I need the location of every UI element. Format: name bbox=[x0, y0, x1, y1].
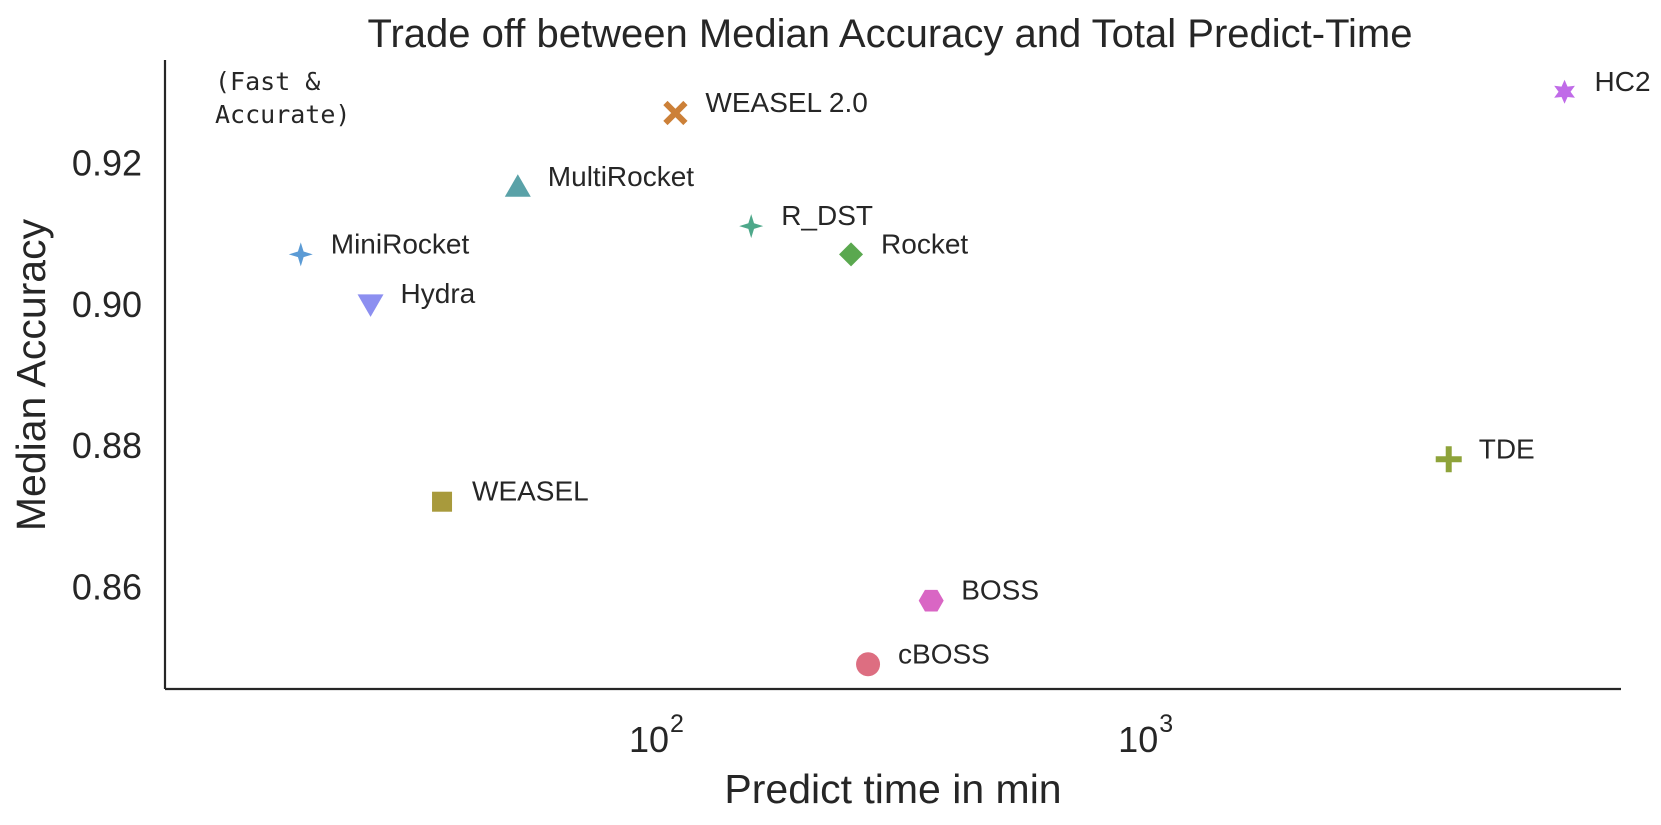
y-tick-label: 0.88 bbox=[72, 425, 142, 466]
y-tick-label: 0.90 bbox=[72, 284, 142, 325]
point-label: HC2 bbox=[1595, 66, 1651, 97]
diamond-marker bbox=[839, 242, 864, 267]
x-tick-base: 10 bbox=[1118, 719, 1158, 760]
y-tick-label: 0.92 bbox=[72, 142, 142, 183]
triangle-up-marker bbox=[504, 174, 531, 197]
hexagon-marker bbox=[918, 589, 944, 612]
point-label: Hydra bbox=[401, 278, 476, 309]
x-tick-label: 10 3 bbox=[1118, 710, 1173, 760]
point-label: BOSS bbox=[961, 575, 1039, 606]
point-label: TDE bbox=[1479, 433, 1535, 464]
y-tick-labels: 0.86 0.88 0.90 0.92 bbox=[72, 142, 142, 607]
fast-accurate-annotation: (Fast & Accurate) bbox=[215, 67, 350, 129]
point-label: WEASEL bbox=[472, 476, 589, 507]
x-tick-base: 10 bbox=[629, 719, 669, 760]
x-tick-labels: 10 2 10 3 bbox=[629, 710, 1173, 760]
x-tick-exponent: 3 bbox=[1159, 710, 1173, 738]
data-point-weasel: WEASEL bbox=[432, 476, 589, 512]
x-tick-exponent: 2 bbox=[670, 710, 684, 738]
triangle-down-marker bbox=[357, 294, 384, 317]
annotation-line-1: (Fast & bbox=[215, 67, 320, 96]
point-label: MultiRocket bbox=[548, 161, 694, 192]
point-label: Rocket bbox=[881, 228, 968, 259]
data-point-weasel-2-0: WEASEL 2.0 bbox=[663, 87, 868, 126]
x-axis-label: Predict time in min bbox=[724, 766, 1061, 812]
x-tick-label: 10 2 bbox=[629, 710, 684, 760]
data-point-boss: BOSS bbox=[918, 575, 1039, 612]
star6-marker bbox=[1554, 79, 1575, 104]
chart-title: Trade off between Median Accuracy and To… bbox=[368, 12, 1413, 56]
star4-marker bbox=[288, 242, 313, 267]
point-label: R_DST bbox=[781, 200, 873, 231]
data-point-hydra: Hydra bbox=[357, 278, 476, 317]
data-point-cboss: cBOSS bbox=[856, 638, 990, 677]
point-label: cBOSS bbox=[898, 638, 990, 669]
annotation-line-2: Accurate) bbox=[215, 100, 350, 129]
circle-marker bbox=[856, 652, 881, 677]
plot-area bbox=[163, 60, 1621, 691]
y-axis-label: Median Accuracy bbox=[8, 218, 54, 531]
square-marker bbox=[432, 491, 453, 512]
data-point-multirocket: MultiRocket bbox=[504, 161, 694, 197]
point-label: WEASEL 2.0 bbox=[705, 87, 867, 118]
data-point-r-dst: R_DST bbox=[739, 200, 873, 239]
plus-marker bbox=[1435, 446, 1462, 473]
y-tick-label: 0.86 bbox=[72, 567, 142, 608]
data-point-rocket: Rocket bbox=[839, 228, 968, 267]
data-point-hc2: HC2 bbox=[1554, 66, 1651, 104]
data-point-tde: TDE bbox=[1435, 433, 1535, 473]
data-point-minirocket: MiniRocket bbox=[288, 228, 470, 267]
x-marker bbox=[663, 100, 688, 126]
data-points: MiniRocket Hydra MultiRocket WEASEL 2.0 R_DS… bbox=[288, 66, 1651, 677]
point-label: MiniRocket bbox=[331, 228, 470, 259]
star4-marker bbox=[739, 214, 764, 239]
